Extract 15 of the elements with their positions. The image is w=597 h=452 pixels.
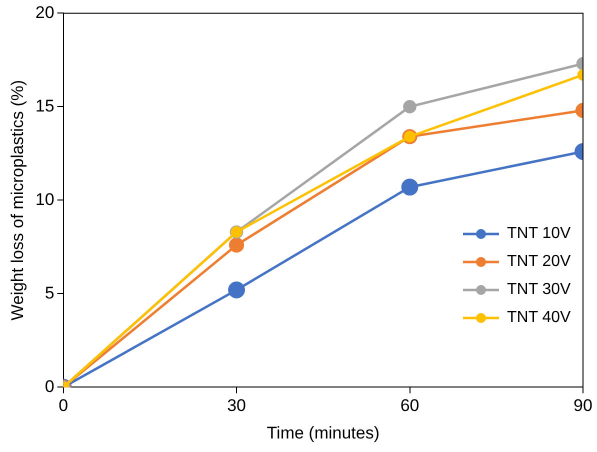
y-tick-label: 20 [35, 2, 54, 22]
y-tick-label: 10 [35, 190, 54, 209]
legend-label: TNT 30V [507, 281, 571, 300]
x-tick-label: 0 [58, 396, 68, 416]
legend-label: TNT 10V [507, 225, 571, 244]
x-tick-label: 90 [574, 396, 592, 416]
legend-label: TNT 20V [507, 253, 571, 272]
legend-label: TNT 40V [507, 309, 571, 328]
y-axis-title: Weight loss of microplastics (%) [8, 80, 27, 320]
y-tick-label: 15 [35, 96, 54, 116]
x-axis-title: Time (minutes) [266, 423, 380, 442]
x-tick-label: 60 [400, 396, 420, 416]
x-tick-label: 30 [227, 396, 246, 416]
y-tick-label: 5 [44, 283, 54, 302]
y-tick-label: 0 [44, 376, 54, 396]
